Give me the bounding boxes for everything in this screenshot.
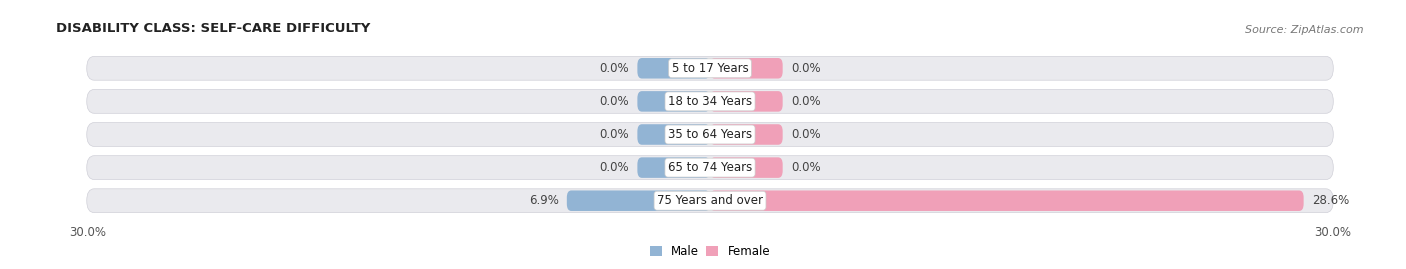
FancyBboxPatch shape [637, 124, 710, 145]
FancyBboxPatch shape [87, 56, 1333, 80]
FancyBboxPatch shape [637, 91, 710, 112]
FancyBboxPatch shape [567, 190, 710, 211]
FancyBboxPatch shape [637, 157, 710, 178]
Text: 35 to 64 Years: 35 to 64 Years [668, 128, 752, 141]
FancyBboxPatch shape [710, 58, 783, 79]
FancyBboxPatch shape [710, 190, 1303, 211]
Text: 18 to 34 Years: 18 to 34 Years [668, 95, 752, 108]
Text: 0.0%: 0.0% [599, 128, 628, 141]
Text: DISABILITY CLASS: SELF-CARE DIFFICULTY: DISABILITY CLASS: SELF-CARE DIFFICULTY [56, 22, 371, 35]
Text: 0.0%: 0.0% [792, 128, 821, 141]
FancyBboxPatch shape [87, 123, 1333, 146]
FancyBboxPatch shape [710, 124, 783, 145]
Text: 5 to 17 Years: 5 to 17 Years [672, 62, 748, 75]
Text: 28.6%: 28.6% [1312, 194, 1350, 207]
FancyBboxPatch shape [710, 91, 783, 112]
FancyBboxPatch shape [637, 58, 710, 79]
FancyBboxPatch shape [710, 157, 783, 178]
Text: 0.0%: 0.0% [599, 161, 628, 174]
Text: Source: ZipAtlas.com: Source: ZipAtlas.com [1246, 25, 1364, 35]
Text: 0.0%: 0.0% [792, 62, 821, 75]
Text: 0.0%: 0.0% [792, 95, 821, 108]
FancyBboxPatch shape [87, 189, 1333, 213]
Text: 65 to 74 Years: 65 to 74 Years [668, 161, 752, 174]
FancyBboxPatch shape [87, 156, 1333, 179]
Text: 0.0%: 0.0% [792, 161, 821, 174]
Legend: Male, Female: Male, Female [645, 240, 775, 263]
FancyBboxPatch shape [87, 90, 1333, 113]
Text: 0.0%: 0.0% [599, 62, 628, 75]
Text: 6.9%: 6.9% [529, 194, 558, 207]
Text: 0.0%: 0.0% [599, 95, 628, 108]
Text: 75 Years and over: 75 Years and over [657, 194, 763, 207]
